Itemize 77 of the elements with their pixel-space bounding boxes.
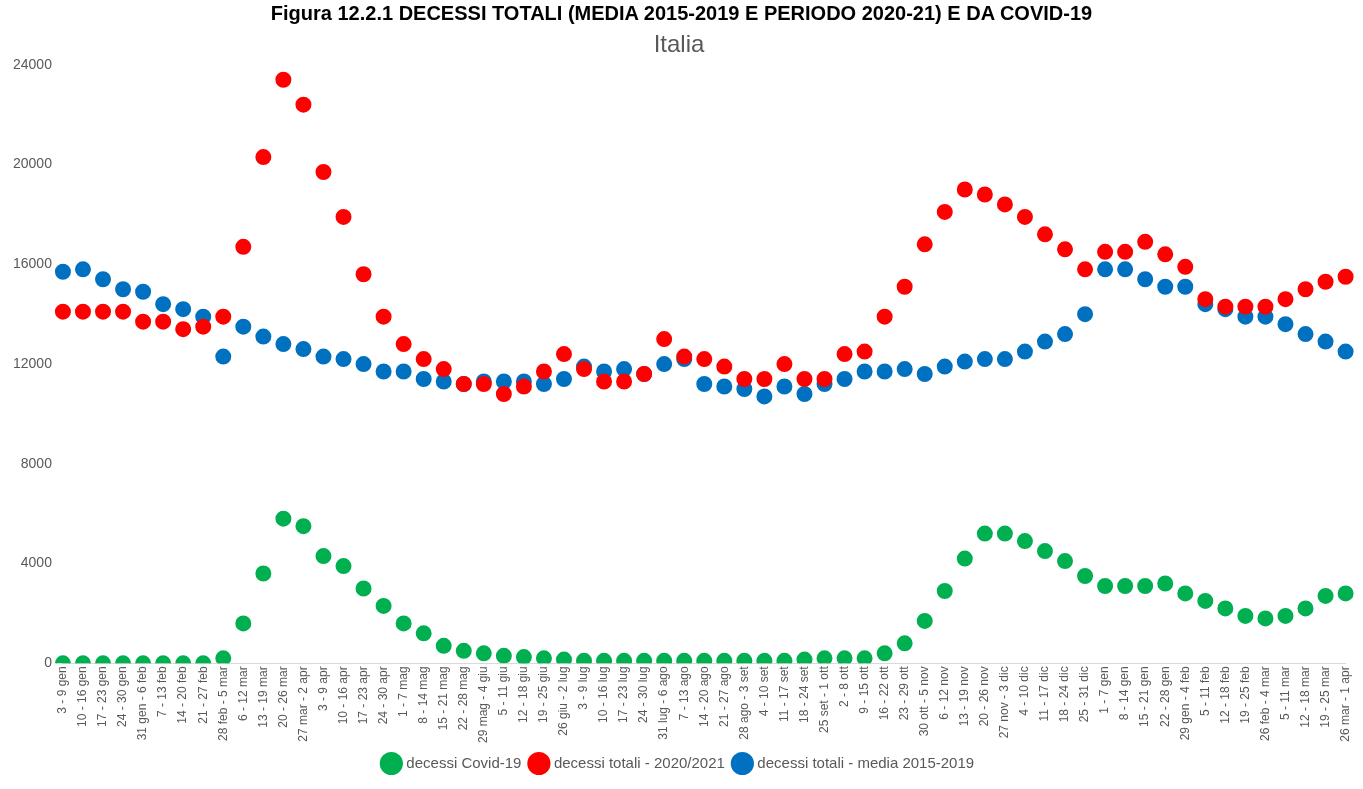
y-tick-label: 16000 bbox=[12, 255, 53, 272]
x-tick-label: 7 - 13 ago bbox=[676, 665, 691, 721]
x-tick-label: 2 - 8 ott bbox=[836, 665, 851, 707]
x-tick-label: 10 - 16 gen bbox=[75, 666, 90, 728]
x-tick-label: 10 - 16 apr bbox=[335, 666, 350, 725]
x-tick-label: 9 - 15 ott bbox=[856, 665, 871, 714]
x-tick-label: 24 - 30 apr bbox=[375, 666, 390, 725]
x-tick-label: 14 - 20 feb bbox=[175, 665, 190, 724]
x-tick-label: 31 lug - 6 ago bbox=[656, 665, 671, 740]
x-tick-label: 13 - 19 mar bbox=[255, 666, 270, 728]
x-tick-label: 3 - 9 apr bbox=[315, 666, 330, 711]
y-tick-label: 20000 bbox=[12, 155, 53, 172]
x-tick-label: 29 gen - 4 feb bbox=[1177, 665, 1192, 741]
x-tick-label: 27 nov - 3 dic bbox=[997, 666, 1012, 739]
x-tick-label: 19 - 25 mar bbox=[1317, 666, 1332, 728]
x-tick-label: 5 - 11 feb bbox=[1197, 665, 1212, 717]
y-tick-label: 8000 bbox=[20, 454, 53, 471]
y-tick-label: 0 bbox=[44, 654, 53, 671]
x-tick-label: 19 - 25 feb bbox=[1237, 665, 1252, 724]
x-tick-label: 1 - 7 gen bbox=[1097, 666, 1112, 714]
x-tick-label: 28 feb - 5 mar bbox=[215, 666, 230, 741]
x-tick-label: 16 - 22 ott bbox=[876, 665, 891, 721]
x-tick-label: 21 - 27 feb bbox=[195, 665, 210, 724]
x-tick-label: 3 - 9 gen bbox=[55, 666, 70, 714]
x-tick-label: 17 - 23 lug bbox=[616, 666, 631, 724]
x-tick-label: 28 ago - 3 set bbox=[736, 665, 751, 740]
x-tick-label: 18 - 24 set bbox=[796, 665, 811, 723]
x-tick-label: 31 gen - 6 feb bbox=[135, 665, 150, 741]
x-tick-label: 18 - 24 dic bbox=[1057, 666, 1072, 723]
x-tick-label: 8 - 14 gen bbox=[1117, 666, 1132, 721]
y-tick-label: 24000 bbox=[12, 55, 53, 72]
x-tick-label: 6 - 12 mar bbox=[235, 666, 250, 721]
x-tick-label: 22 - 28 mag bbox=[456, 666, 471, 731]
x-tick-label: 21 - 27 ago bbox=[716, 665, 731, 728]
x-tick-label: 25 - 31 dic bbox=[1077, 666, 1092, 723]
x-tick-label: 1 - 7 mag bbox=[395, 666, 410, 717]
x-tick-label: 20 - 26 nov bbox=[977, 666, 992, 727]
x-tick-label: 10 - 16 lug bbox=[596, 666, 611, 724]
y-tick-label: 12000 bbox=[12, 354, 53, 371]
x-tick-label: 4 - 10 set bbox=[756, 665, 771, 717]
chart-title: Figura 12.2.1 DECESSI TOTALI (MEDIA 2015-2019 E PERIODO 2020-21) E DA COVID-19 bbox=[269, 1, 1094, 26]
x-tick-label: 26 mar - 1 apr bbox=[1337, 666, 1352, 742]
legend-label: decessi totali - media 2015-2019 bbox=[757, 753, 975, 771]
x-tick-label: 6 - 12 nov bbox=[937, 666, 952, 720]
x-tick-label: 12 - 18 mar bbox=[1297, 666, 1312, 728]
legend-label: decessi Covid-19 bbox=[406, 753, 522, 771]
x-tick-label: 26 feb - 4 mar bbox=[1257, 666, 1272, 741]
x-tick-label: 12 - 18 feb bbox=[1217, 665, 1232, 724]
x-tick-label: 19 - 25 giu bbox=[536, 666, 551, 724]
x-tick-label: 11 - 17 dic bbox=[1037, 666, 1052, 722]
x-tick-label: 20 - 26 mar bbox=[275, 666, 290, 728]
x-tick-label: 27 mar - 2 apr bbox=[295, 666, 310, 742]
x-tick-label: 5 - 11 giu bbox=[496, 666, 511, 716]
x-tick-label: 4 - 10 dic bbox=[1017, 666, 1032, 716]
x-tick-label: 15 - 21 mag bbox=[436, 666, 451, 731]
x-tick-label: 24 - 30 lug bbox=[636, 666, 651, 724]
x-tick-label: 3 - 9 lug bbox=[576, 666, 591, 710]
x-tick-label: 5 - 11 mar bbox=[1277, 666, 1292, 721]
x-tick-label: 24 - 30 gen bbox=[115, 666, 130, 728]
x-tick-label: 8 - 14 mag bbox=[415, 666, 430, 724]
x-tick-label: 7 - 13 feb bbox=[155, 665, 170, 717]
x-tick-label: 15 - 21 gen bbox=[1137, 666, 1152, 728]
x-tick-label: 12 - 18 giu bbox=[516, 666, 531, 724]
x-tick-label: 25 set - 1 ott bbox=[816, 665, 831, 733]
x-tick-label: 17 - 23 gen bbox=[95, 666, 110, 728]
x-tick-label: 17 - 23 apr bbox=[355, 666, 370, 725]
chart-subtitle: Italia bbox=[653, 30, 705, 58]
x-tick-label: 22 - 28 gen bbox=[1157, 666, 1172, 728]
x-tick-label: 26 giu - 2 lug bbox=[556, 666, 571, 736]
x-tick-label: 14 - 20 ago bbox=[696, 665, 711, 728]
x-tick-label: 11 - 17 set bbox=[776, 665, 791, 723]
x-tick-label: 29 mag - 4 giu bbox=[476, 666, 491, 744]
legend-label: decessi totali - 2020/2021 bbox=[553, 753, 725, 771]
x-tick-label: 13 - 19 nov bbox=[957, 666, 972, 727]
x-tick-label: 30 ott - 5 nov bbox=[917, 666, 932, 737]
x-tick-label: 23 - 29 ott bbox=[896, 665, 911, 721]
y-tick-label: 4000 bbox=[20, 554, 53, 571]
